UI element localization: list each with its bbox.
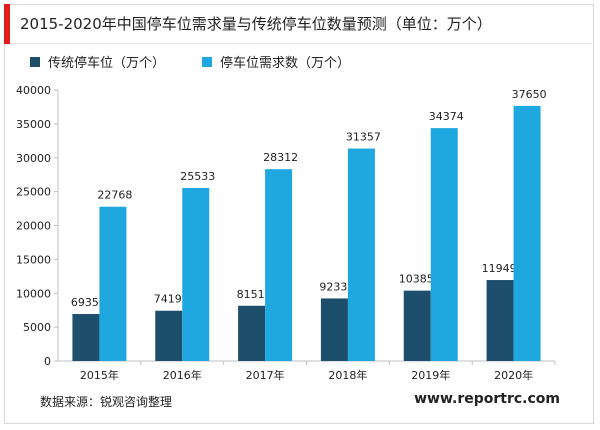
title-accent-bar xyxy=(4,4,10,44)
bar-traditional xyxy=(238,305,266,361)
y-tick-label: 30000 xyxy=(16,152,51,165)
title-bar: 2015-2020年中国停车位需求量与传统停车位数量预测（单位：万个） xyxy=(4,4,594,44)
bar-traditional xyxy=(72,314,100,361)
y-tick-label: 20000 xyxy=(16,220,51,233)
bar-demand xyxy=(430,128,458,361)
x-tick-label: 2016年 xyxy=(163,368,202,382)
y-tick-label: 10000 xyxy=(16,287,51,300)
data-label-demand: 25533 xyxy=(180,170,215,183)
y-tick-label: 5000 xyxy=(23,321,51,334)
legend-item-traditional: 传统停车位（万个） xyxy=(30,52,165,71)
x-tick-label: 2015年 xyxy=(80,368,119,382)
x-tick-label: 2019年 xyxy=(411,368,450,382)
legend-swatch-demand xyxy=(202,56,212,67)
chart-frame xyxy=(4,4,594,424)
y-tick-label: 40000 xyxy=(16,84,51,97)
y-tick-label: 15000 xyxy=(16,253,51,266)
website-url: www.reportrc.com xyxy=(414,391,560,407)
data-label-demand: 31357 xyxy=(346,131,381,144)
bar-demand xyxy=(347,148,375,361)
bar-traditional xyxy=(320,298,348,361)
y-tick-label: 35000 xyxy=(16,118,51,131)
data-label-traditional: 10385 xyxy=(399,273,434,286)
data-label-demand: 37650 xyxy=(512,88,547,101)
bar-demand xyxy=(99,206,127,361)
legend-label-traditional: 传统停车位（万个） xyxy=(48,56,166,71)
bar-demand xyxy=(182,188,210,361)
x-tick-label: 2018年 xyxy=(328,368,367,382)
data-label-traditional: 7419 xyxy=(154,293,182,306)
y-tick-label: 25000 xyxy=(16,186,51,199)
data-label-traditional: 6935 xyxy=(71,296,99,309)
bar-demand xyxy=(265,169,293,361)
data-label-demand: 28312 xyxy=(263,151,298,164)
legend-item-demand: 停车位需求数（万个） xyxy=(202,52,350,71)
chart-title: 2015-2020年中国停车位需求量与传统停车位数量预测（单位：万个） xyxy=(20,15,492,33)
bar-traditional xyxy=(155,310,183,361)
x-tick-label: 2017年 xyxy=(246,368,285,382)
legend-swatch-traditional xyxy=(30,56,40,67)
bar-traditional xyxy=(403,290,431,361)
x-tick-label: 2020年 xyxy=(494,368,533,382)
bar-demand xyxy=(513,105,541,361)
data-source: 数据来源：锐观咨询整理 xyxy=(40,395,173,409)
y-tick-label: 0 xyxy=(44,355,51,368)
data-label-demand: 22768 xyxy=(97,189,132,202)
data-label-demand: 34374 xyxy=(429,110,464,123)
legend-label-demand: 停车位需求数（万个） xyxy=(220,56,351,71)
bar-traditional xyxy=(486,280,514,361)
data-label-traditional: 8151 xyxy=(237,288,265,301)
data-label-traditional: 9233 xyxy=(319,280,347,293)
data-label-traditional: 11949 xyxy=(482,262,517,275)
